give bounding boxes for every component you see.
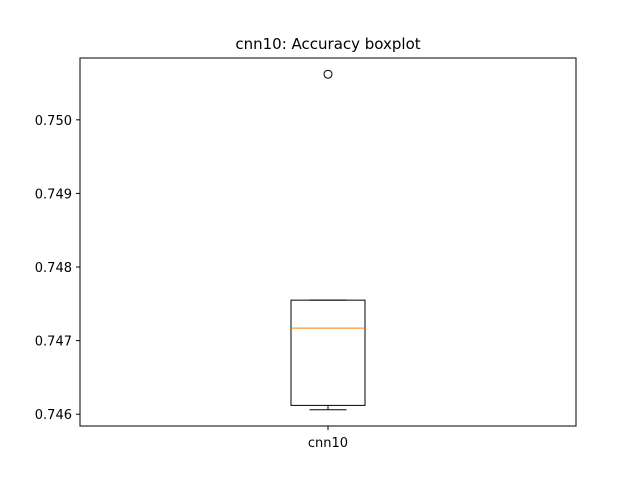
y-tick-label: 0.746	[35, 408, 72, 423]
outlier-point	[323, 69, 333, 79]
y-tick-label: 0.747	[35, 335, 72, 350]
x-tick-label: cnn10	[308, 436, 348, 451]
y-tick-label: 0.749	[35, 187, 72, 202]
y-tick-label: 0.750	[35, 114, 72, 129]
chart-marks: 0.746 0.747 0.748 0.749 0.750 cnn10	[35, 69, 366, 451]
box-iqr	[290, 299, 366, 406]
chart-title: cnn10: Accuracy boxplot	[235, 35, 420, 53]
y-tick-label: 0.748	[35, 261, 72, 276]
plot-area-frame	[79, 57, 577, 427]
